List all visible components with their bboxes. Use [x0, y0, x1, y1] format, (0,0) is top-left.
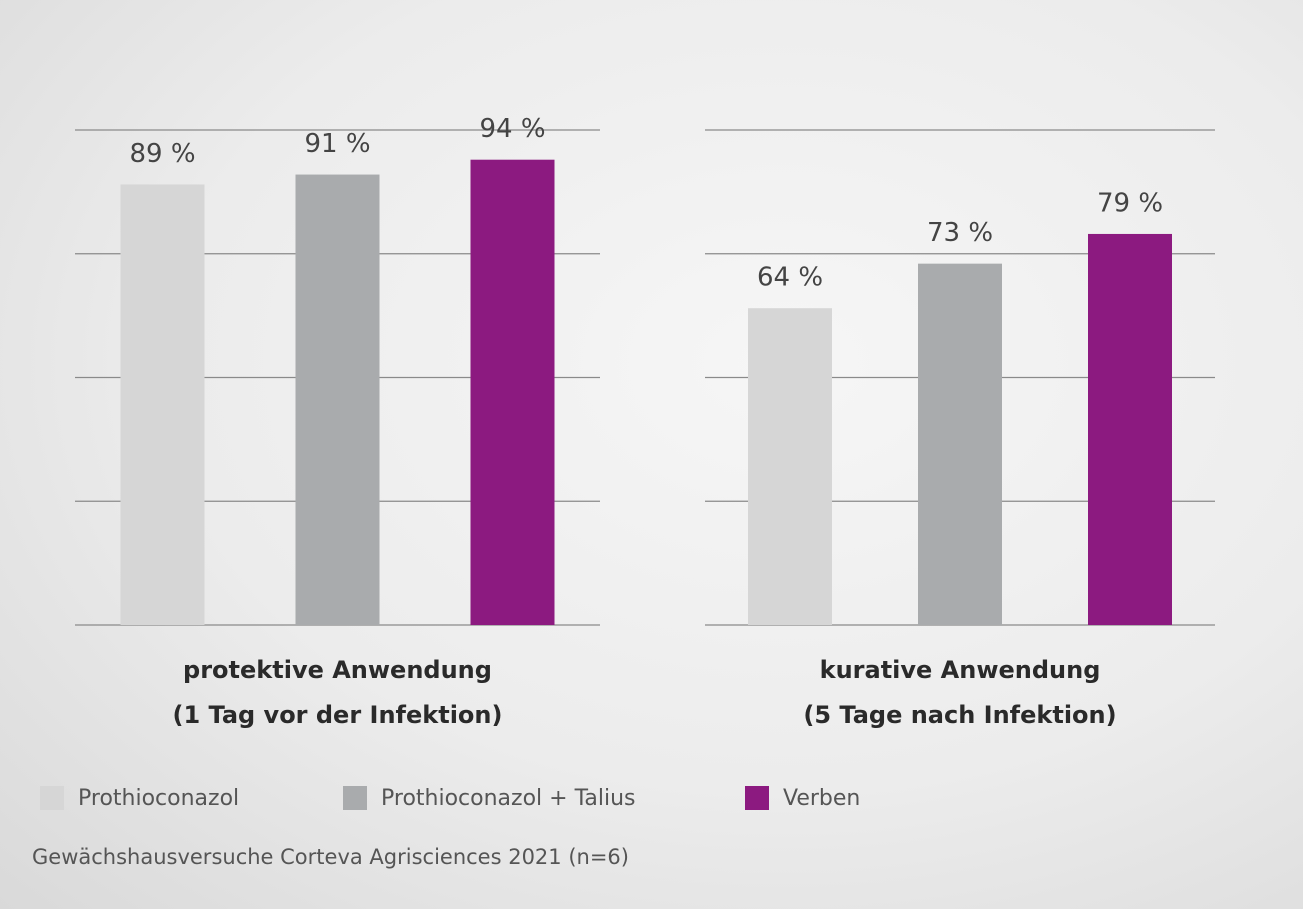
bar	[120, 184, 205, 625]
legend-label: Prothioconazol + Talius	[381, 786, 635, 811]
legend-label: Prothioconazol	[78, 786, 239, 811]
value-label: 73 %	[927, 218, 993, 248]
legend-swatch	[343, 786, 367, 810]
source-note: Gewächshausversuche Corteva Agrisciences…	[32, 845, 629, 869]
value-label: 89 %	[129, 139, 195, 169]
legend-swatch	[40, 786, 64, 810]
category-label: kurative Anwendung (5 Tage nach Infektio…	[803, 656, 1117, 729]
value-label: 79 %	[1097, 188, 1163, 218]
value-label: 64 %	[757, 263, 823, 293]
bar	[470, 159, 555, 625]
legend-label: Verben	[783, 786, 860, 811]
bar	[748, 308, 832, 625]
bar	[1088, 233, 1172, 625]
bar	[295, 174, 380, 626]
value-label: 91 %	[304, 129, 370, 159]
legend-swatch	[745, 786, 769, 810]
category-label: protektive Anwendung (1 Tag vor der Infe…	[172, 656, 503, 729]
value-label: 94 %	[479, 114, 545, 144]
bar	[918, 263, 1002, 625]
